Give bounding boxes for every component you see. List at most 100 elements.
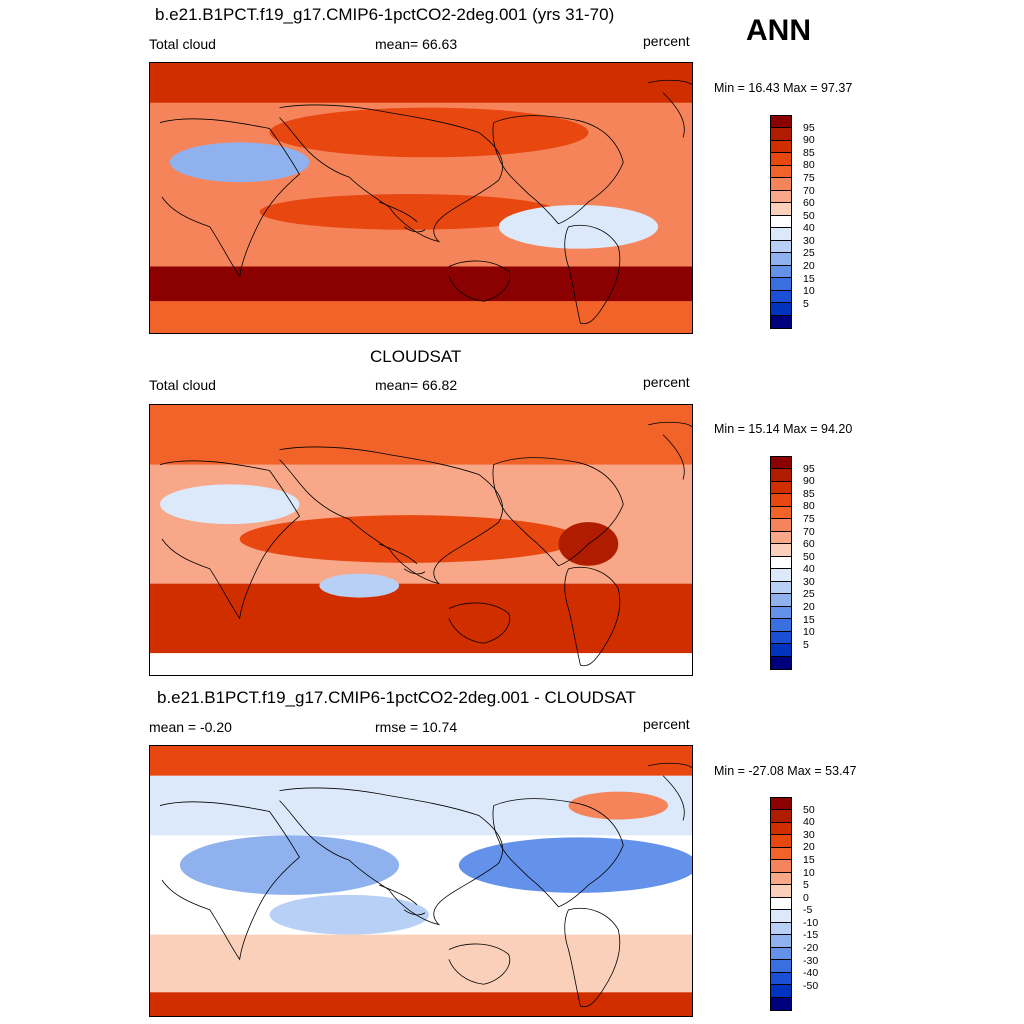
colorbar-tick-label: 5 [803,638,809,651]
colorbar-tick-label: -30 [803,954,819,967]
colorbar-tick-label: 15 [803,272,815,285]
colorbar-swatch [771,798,791,811]
panel-3-rmse-label: rmse = 10.74 [375,719,458,735]
colorbar-swatch [771,822,791,836]
panel-3-colorbar [770,797,792,1011]
colorbar-tick-label: 90 [803,475,815,488]
colorbar-swatch [771,947,791,961]
colorbar-swatch [771,656,791,669]
colorbar-tick-label: 20 [803,841,815,854]
colorbar-swatch [771,860,791,873]
colorbar-swatch [771,569,791,582]
colorbar-tick-label: 85 [803,146,815,159]
colorbar-tick-label: 60 [803,538,815,551]
colorbar-swatch [771,997,791,1010]
panel-2-variable-label: Total cloud [149,377,216,393]
colorbar-tick-label: 0 [803,891,809,904]
colorbar-tick-label: 40 [803,563,815,576]
colorbar-tick-label: 70 [803,184,815,197]
colorbar-tick-label: 70 [803,525,815,538]
colorbar-tick-label: 60 [803,197,815,210]
panel-2-units-label: percent [643,374,690,390]
panel-2-title: CLOUDSAT [370,347,462,366]
panel-1-units-label: percent [643,33,690,49]
colorbar-swatch [771,153,791,166]
panel-1-min-max: Min = 16.43 Max = 97.37 [714,81,853,95]
colorbar-tick-label: -15 [803,929,819,942]
colorbar-swatch [771,506,791,520]
colorbar-tick-label: 20 [803,260,815,273]
colorbar-tick-label: 50 [803,550,815,563]
colorbar-swatch [771,178,791,191]
colorbar-tick-label: 50 [803,803,815,816]
colorbar-tick-label: -50 [803,979,819,992]
colorbar-tick-label: 25 [803,588,815,601]
colorbar-tick-label: 15 [803,613,815,626]
season-label: ANN [746,14,811,47]
colorbar-tick-label: 30 [803,234,815,247]
panel-2-map-field [150,405,692,675]
colorbar-swatch [771,960,791,973]
colorbar-swatch [771,972,791,986]
colorbar-tick-label: 40 [803,222,815,235]
panel-2-colorbar [770,456,792,670]
colorbar-swatch [771,544,791,557]
colorbar-swatch [771,140,791,154]
colorbar-tick-label: 90 [803,134,815,147]
panel-3-mean-label: mean = -0.20 [149,719,232,735]
panel-3-map-field [150,746,692,1016]
colorbar-swatch [771,265,791,279]
colorbar-tick-label: -40 [803,967,819,980]
colorbar-swatch [771,910,791,923]
colorbar-swatch [771,885,791,898]
colorbar-tick-label: 50 [803,209,815,222]
panel-1-title: b.e21.B1PCT.f19_g17.CMIP6-1pctCO2-2deg.0… [155,5,615,24]
colorbar-swatch [771,619,791,632]
colorbar-swatch [771,228,791,241]
colorbar-swatch [771,253,791,266]
panel-2-min-max: Min = 15.14 Max = 94.20 [714,422,853,436]
colorbar-swatch [771,190,791,204]
colorbar-tick-label: 10 [803,626,815,639]
colorbar-tick-label: 5 [803,297,809,310]
colorbar-swatch [771,457,791,470]
colorbar-tick-label: 30 [803,575,815,588]
panel-3-min-max: Min = -27.08 Max = 53.47 [714,764,857,778]
panel-2-mean-label: mean= 66.82 [375,377,458,393]
colorbar-tick-label: 80 [803,159,815,172]
colorbar-tick-label: 40 [803,816,815,829]
colorbar-swatch [771,165,791,179]
colorbar-swatch [771,494,791,507]
colorbar-swatch [771,594,791,607]
colorbar-tick-label: -5 [803,904,813,917]
panel-3-title: b.e21.B1PCT.f19_g17.CMIP6-1pctCO2-2deg.0… [157,688,636,707]
colorbar-swatch [771,315,791,328]
colorbar-swatch [771,935,791,948]
colorbar-swatch [771,303,791,316]
colorbar-swatch [771,290,791,304]
colorbar-swatch [771,644,791,657]
colorbar-swatch [771,581,791,595]
colorbar-swatch [771,531,791,545]
panel-1-map-field [150,63,692,333]
colorbar-swatch [771,203,791,216]
colorbar-tick-label: 30 [803,828,815,841]
colorbar-tick-label: 10 [803,866,815,879]
colorbar-swatch [771,897,791,911]
colorbar-tick-label: 95 [803,462,815,475]
colorbar-tick-label: 15 [803,853,815,866]
colorbar-swatch [771,835,791,848]
colorbar-swatch [771,606,791,620]
colorbar-tick-label: 95 [803,121,815,134]
colorbar-tick-label: 5 [803,879,809,892]
colorbar-tick-label: 25 [803,247,815,260]
colorbar-swatch [771,847,791,861]
colorbar-swatch [771,519,791,532]
colorbar-tick-label: -10 [803,916,819,929]
colorbar-swatch [771,116,791,129]
colorbar-swatch [771,128,791,141]
panel-1-mean-label: mean= 66.63 [375,36,458,52]
panel-1-map [149,62,693,334]
colorbar-tick-label: 85 [803,487,815,500]
panel-3-units-label: percent [643,716,690,732]
